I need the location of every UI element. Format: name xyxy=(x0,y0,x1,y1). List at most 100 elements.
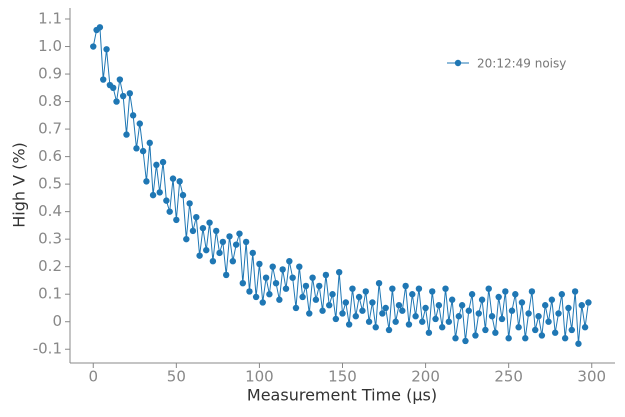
point xyxy=(322,271,330,279)
point xyxy=(492,329,499,336)
point xyxy=(392,318,399,325)
point xyxy=(349,285,356,292)
point xyxy=(203,246,210,254)
point xyxy=(385,326,393,334)
point xyxy=(326,302,333,309)
point xyxy=(508,307,516,314)
point xyxy=(345,321,353,328)
point xyxy=(575,340,582,347)
point xyxy=(382,304,389,312)
x-tick-label: 150 xyxy=(328,368,357,386)
point xyxy=(468,291,476,298)
point xyxy=(226,233,233,240)
point xyxy=(262,274,270,281)
point xyxy=(269,263,276,270)
point xyxy=(339,310,346,317)
point xyxy=(485,285,492,292)
point xyxy=(452,335,459,342)
point xyxy=(176,178,183,185)
point xyxy=(462,337,469,345)
point xyxy=(186,200,193,207)
point xyxy=(116,76,124,83)
point xyxy=(581,324,589,331)
point xyxy=(189,227,197,235)
point xyxy=(232,241,240,248)
point xyxy=(465,307,472,314)
point xyxy=(352,313,359,320)
point xyxy=(103,46,110,53)
point xyxy=(528,288,536,295)
y-tick-label: 0.1 xyxy=(38,285,62,303)
point xyxy=(372,324,379,331)
point xyxy=(432,315,439,323)
point xyxy=(173,216,180,224)
point xyxy=(126,90,134,97)
point xyxy=(585,299,592,306)
point xyxy=(292,304,300,312)
point xyxy=(279,266,286,273)
point xyxy=(505,335,512,342)
y-tick-label: 0.8 xyxy=(38,92,62,110)
point xyxy=(329,291,336,298)
point xyxy=(179,191,187,199)
y-tick-label: 0.4 xyxy=(38,202,62,220)
point xyxy=(299,293,306,301)
point xyxy=(502,288,509,295)
point xyxy=(475,310,482,317)
point xyxy=(498,315,506,323)
legend-label: 20:12:49 noisy xyxy=(477,57,566,71)
x-axis-label: Measurement Time (µs) xyxy=(247,386,437,405)
point xyxy=(196,252,203,259)
point xyxy=(342,299,350,306)
point xyxy=(209,257,217,265)
point xyxy=(535,313,542,320)
point xyxy=(242,238,250,246)
point xyxy=(395,302,403,309)
point xyxy=(551,329,559,336)
point xyxy=(282,285,290,292)
point xyxy=(206,219,213,226)
point xyxy=(96,24,104,31)
y-tick-label: 0.6 xyxy=(38,147,62,165)
point xyxy=(312,296,320,303)
point xyxy=(143,178,150,185)
point xyxy=(375,279,383,287)
y-tick-label: 0.2 xyxy=(38,257,62,275)
point xyxy=(399,307,406,314)
legend-marker xyxy=(454,59,462,67)
y-tick-label: 1.1 xyxy=(38,10,62,28)
point xyxy=(561,335,569,342)
point xyxy=(296,263,303,270)
point xyxy=(266,291,273,298)
point xyxy=(412,313,419,320)
point xyxy=(246,288,253,295)
point xyxy=(448,296,456,303)
y-tick-label: 0 xyxy=(52,312,62,330)
point xyxy=(455,313,463,320)
point xyxy=(558,291,566,298)
point xyxy=(309,274,316,281)
point xyxy=(542,302,549,309)
point xyxy=(335,268,343,276)
point xyxy=(365,318,373,325)
point xyxy=(568,326,575,334)
point xyxy=(555,310,562,317)
point xyxy=(153,161,160,169)
point xyxy=(429,288,436,295)
point xyxy=(389,285,396,292)
point xyxy=(578,302,585,309)
point xyxy=(518,299,526,306)
point xyxy=(129,112,137,119)
point xyxy=(571,288,579,295)
point xyxy=(239,279,247,287)
point xyxy=(110,84,117,92)
point xyxy=(472,332,479,339)
point xyxy=(133,145,140,152)
point xyxy=(355,293,363,301)
point xyxy=(332,315,340,323)
point xyxy=(166,208,173,215)
y-tick-label: 0.7 xyxy=(38,120,62,138)
point xyxy=(545,318,552,325)
point xyxy=(445,318,453,325)
x-tick-label: 0 xyxy=(88,368,98,386)
